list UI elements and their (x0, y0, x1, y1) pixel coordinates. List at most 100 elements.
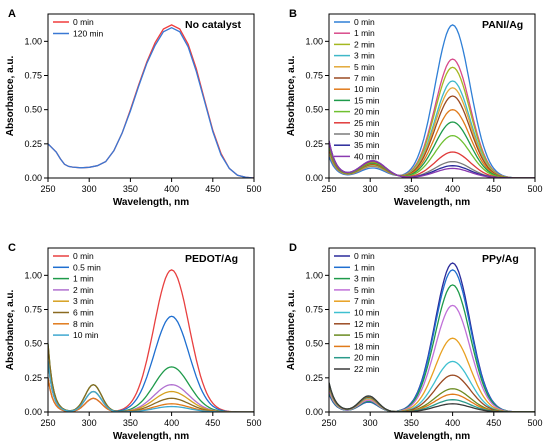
legend-label: 3 min (73, 296, 94, 306)
legend-label: 22 min (354, 364, 380, 374)
y-tick-label: 0.25 (24, 373, 42, 383)
series-group (329, 24, 535, 178)
x-tick-label: 300 (82, 418, 97, 428)
plot-frame (47, 247, 255, 413)
y-tick-label: 0.00 (24, 407, 42, 417)
plot-frame (47, 13, 255, 179)
chart-title: PEDOT/Ag (185, 253, 238, 265)
y-axis-label: Absorbance, a.u. (5, 55, 16, 136)
x-axis-label: Wavelength, nm (394, 197, 470, 208)
x-tick-label: 350 (123, 184, 138, 194)
legend-label: 1 min (73, 274, 94, 284)
y-tick-label: 0.75 (24, 71, 42, 81)
legend-label: 2 min (354, 39, 375, 49)
legend-label: 0.5 min (73, 262, 101, 272)
x-tick-label: 300 (363, 184, 378, 194)
legend-label: 18 min (354, 341, 380, 351)
series-line-0-min (329, 24, 535, 178)
legend-label: 40 min (354, 151, 380, 161)
plot-frame (328, 247, 536, 413)
chart-title: PPy/Ag (482, 253, 519, 265)
legend-label: 20 min (354, 107, 380, 117)
legend-label: 3 min (354, 274, 375, 284)
x-tick-label: 400 (445, 184, 460, 194)
legend-label: 1 min (354, 28, 375, 38)
x-tick-label: 450 (486, 418, 501, 428)
y-tick-label: 0.25 (305, 139, 323, 149)
legend-label: 3 min (354, 51, 375, 61)
chart-title: No catalyst (185, 19, 242, 31)
legend-label: 7 min (354, 296, 375, 306)
legend-label: 7 min (354, 73, 375, 83)
y-tick-label: 0.00 (24, 173, 42, 183)
x-tick-label: 350 (404, 184, 419, 194)
y-axis-label: Absorbance, a.u. (286, 289, 297, 370)
legend-label: 10 min (73, 330, 99, 340)
legend-label: 25 min (354, 118, 380, 128)
panel-letter: D (289, 242, 297, 254)
y-tick-label: 0.75 (24, 305, 42, 315)
x-tick-label: 500 (246, 418, 261, 428)
x-tick-label: 400 (164, 418, 179, 428)
legend-label: 2 min (73, 285, 94, 295)
legend-label: 30 min (354, 129, 380, 139)
x-tick-label: 250 (321, 184, 336, 194)
x-tick-label: 300 (82, 184, 97, 194)
y-tick-label: 0.00 (305, 407, 323, 417)
series-line-3-min (48, 360, 254, 412)
x-tick-label: 500 (527, 418, 542, 428)
y-tick-label: 1.00 (305, 36, 323, 46)
x-tick-label: 300 (363, 418, 378, 428)
panel-letter: C (8, 242, 16, 254)
chart-panel-a: 250 300 350 400 450 500 0.00 0.25 0.50 0.75 1.00 Wa… (5, 8, 262, 208)
x-axis-label: Wavelength, nm (113, 431, 189, 442)
x-tick-label: 500 (527, 184, 542, 194)
legend-label: 1 min (354, 262, 375, 272)
series-group (48, 24, 254, 178)
legend-label: 15 min (354, 95, 380, 105)
y-tick-label: 1.00 (24, 36, 42, 46)
legend-label: 5 min (354, 62, 375, 72)
legend-label: 8 min (73, 319, 94, 329)
plot-frame (328, 13, 536, 179)
legend: 0 min 120 min (53, 17, 104, 39)
x-tick-label: 250 (40, 418, 55, 428)
legend-label: 10 min (354, 84, 380, 94)
x-tick-label: 400 (164, 184, 179, 194)
legend-label: 0 min (73, 251, 94, 261)
legend-label: 5 min (354, 285, 375, 295)
x-tick-label: 450 (205, 184, 220, 194)
y-tick-label: 0.50 (24, 339, 42, 349)
legend-label: 15 min (354, 330, 380, 340)
y-tick-label: 0.50 (305, 339, 323, 349)
legend-label: 12 min (354, 319, 380, 329)
x-tick-label: 250 (321, 418, 336, 428)
y-tick-label: 0.25 (24, 139, 42, 149)
y-tick-label: 0.50 (24, 105, 42, 115)
legend-label: 10 min (354, 308, 380, 318)
x-tick-label: 450 (486, 184, 501, 194)
y-tick-label: 0.75 (305, 71, 323, 81)
legend-label: 35 min (354, 140, 380, 150)
y-tick-label: 0.50 (305, 105, 323, 115)
series-group (329, 262, 535, 412)
legend-label: 20 min (354, 353, 380, 363)
y-tick-label: 0.25 (305, 373, 323, 383)
chart-title: PANI/Ag (482, 19, 523, 31)
legend-label: 120 min (73, 29, 104, 39)
chart-panel-c: 250 300 350 400 450 500 0.00 0.25 0.50 0.75 1.00 Wa… (5, 242, 262, 442)
legend-label: 0 min (354, 17, 375, 27)
y-tick-label: 1.00 (305, 270, 323, 280)
series-line-10-min (48, 360, 254, 412)
y-axis-label: Absorbance, a.u. (286, 55, 297, 136)
panel-letter: A (8, 8, 16, 20)
x-tick-label: 450 (205, 418, 220, 428)
x-tick-label: 350 (123, 418, 138, 428)
x-tick-label: 400 (445, 418, 460, 428)
panel-letter: B (289, 8, 297, 20)
series-line-120-min (48, 26, 254, 178)
